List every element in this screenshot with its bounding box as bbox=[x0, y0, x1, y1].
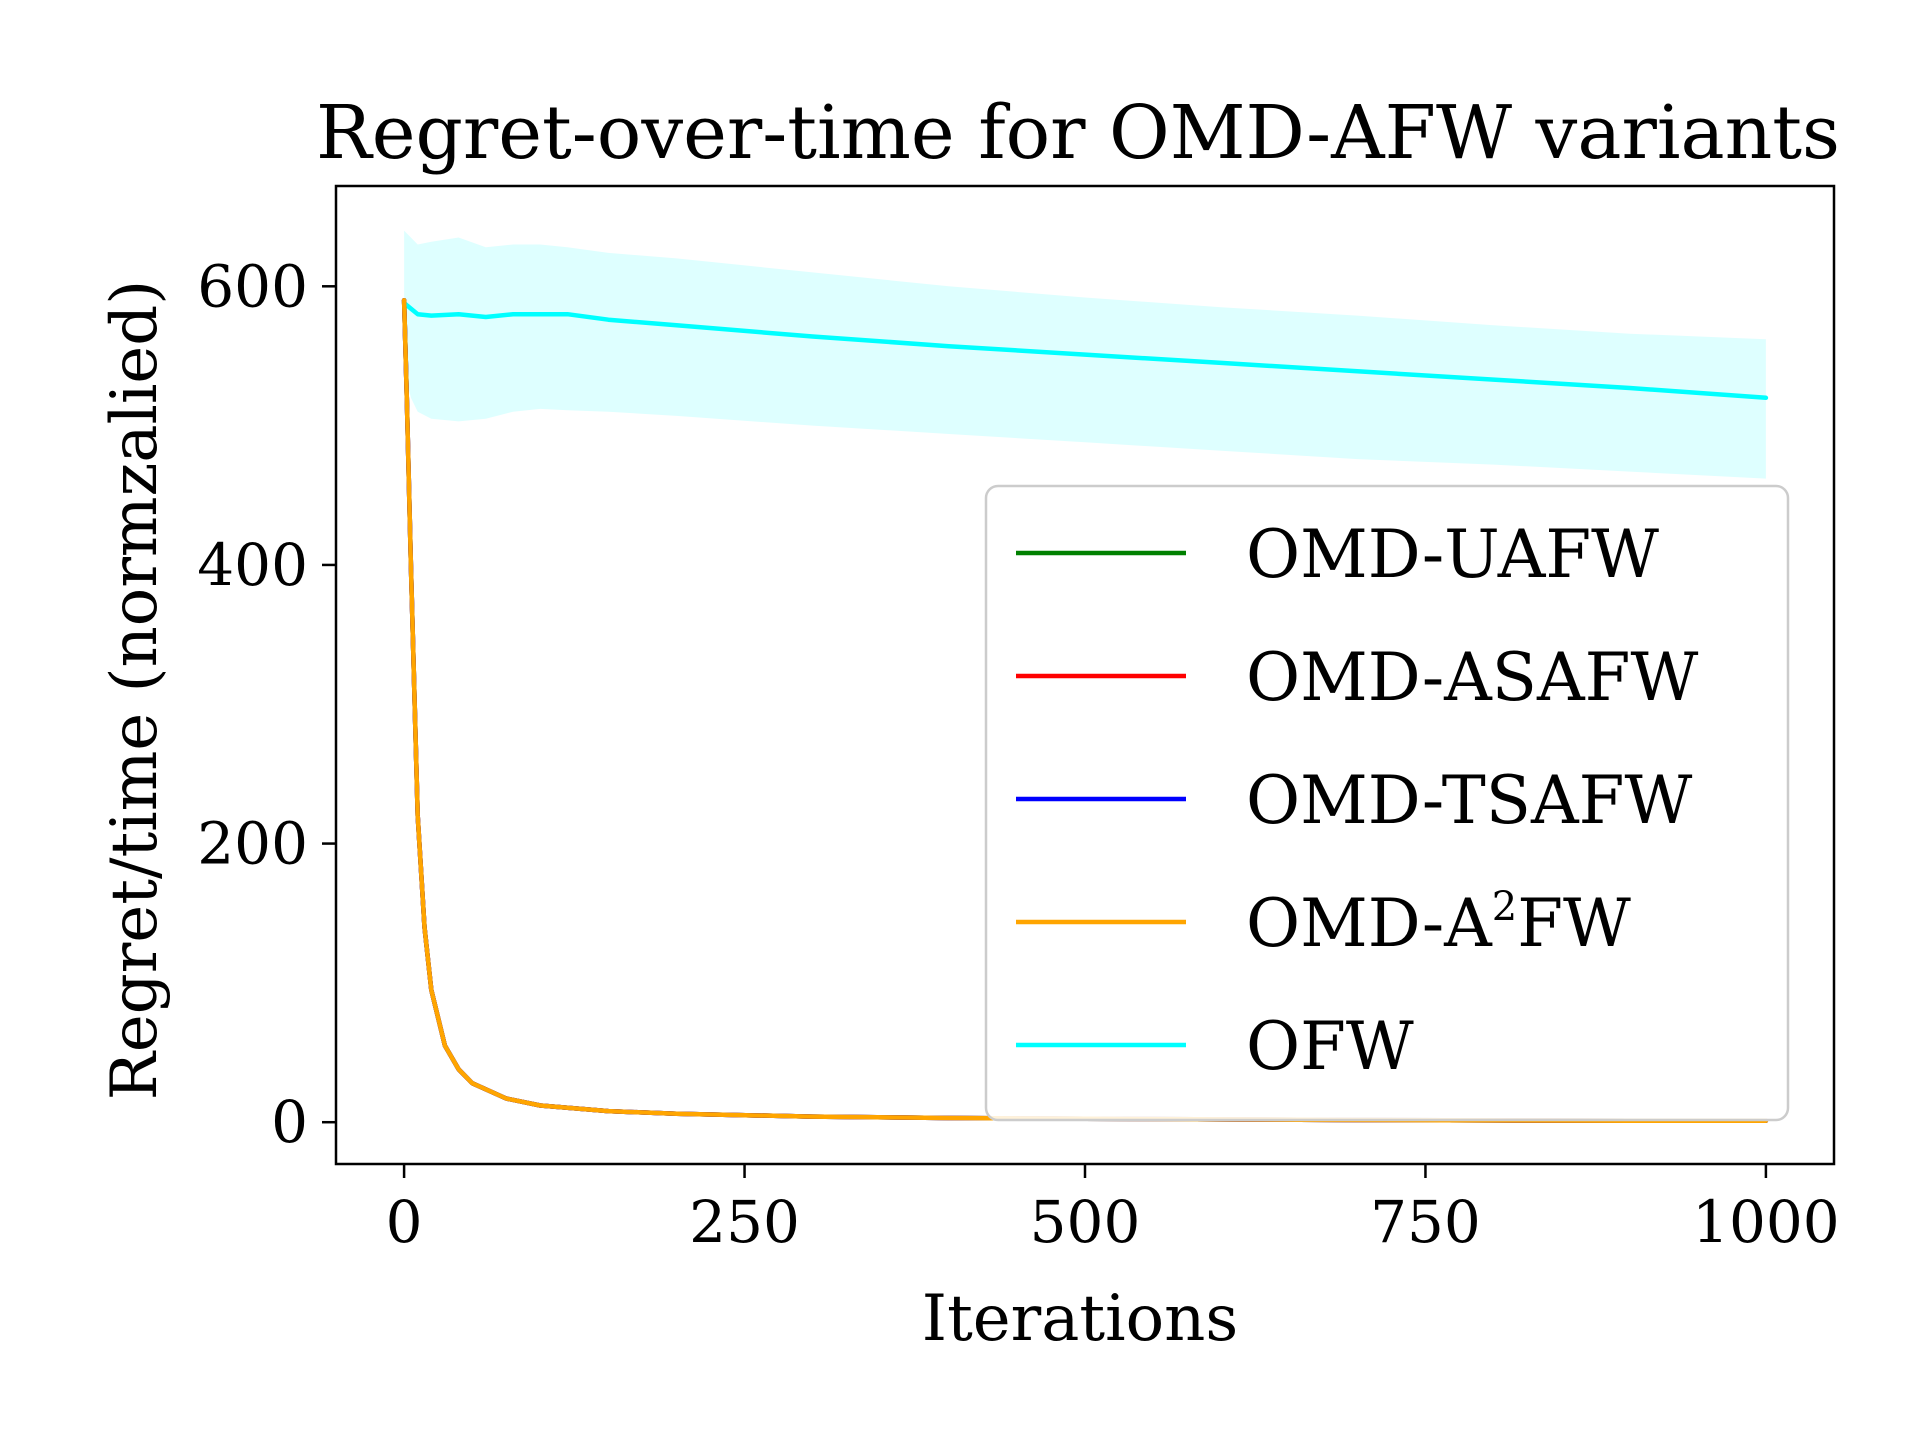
legend-label: OMD-ASAFW bbox=[1246, 639, 1698, 716]
legend: OMD-UAFW OMD-ASAFW OMD-TSAFW OMD-A2FW OFW bbox=[984, 484, 1790, 1122]
legend-label: OMD-UAFW bbox=[1246, 516, 1659, 593]
y-tick-label: 600 bbox=[197, 252, 308, 320]
x-tick-label: 1000 bbox=[1692, 1188, 1840, 1256]
y-tick-label: 200 bbox=[197, 810, 308, 878]
x-tick-label: 750 bbox=[1370, 1188, 1481, 1256]
legend-label: OMD-TSAFW bbox=[1246, 762, 1692, 839]
x-axis-label: Iterations bbox=[922, 1282, 1238, 1356]
legend-box bbox=[984, 484, 1790, 1122]
y-tick-label: 0 bbox=[271, 1088, 308, 1156]
series-line-4 bbox=[401, 300, 1769, 401]
x-tick-label: 250 bbox=[689, 1188, 800, 1256]
legend-label: OFW bbox=[1246, 1008, 1414, 1085]
y-axis-label: Regret/time (normzalied) bbox=[98, 280, 172, 1101]
x-axis-ticks: 0 250 500 750 1000 bbox=[386, 1164, 1840, 1256]
legend-label: OMD-A2FW bbox=[1246, 884, 1631, 962]
y-tick-label: 400 bbox=[197, 531, 308, 599]
chart-title: Regret-over-time for OMD-AFW variants bbox=[316, 90, 1840, 176]
y-axis-ticks: 0 200 400 600 bbox=[197, 252, 336, 1156]
x-tick-label: 0 bbox=[386, 1188, 423, 1256]
x-tick-label: 500 bbox=[1030, 1188, 1141, 1256]
